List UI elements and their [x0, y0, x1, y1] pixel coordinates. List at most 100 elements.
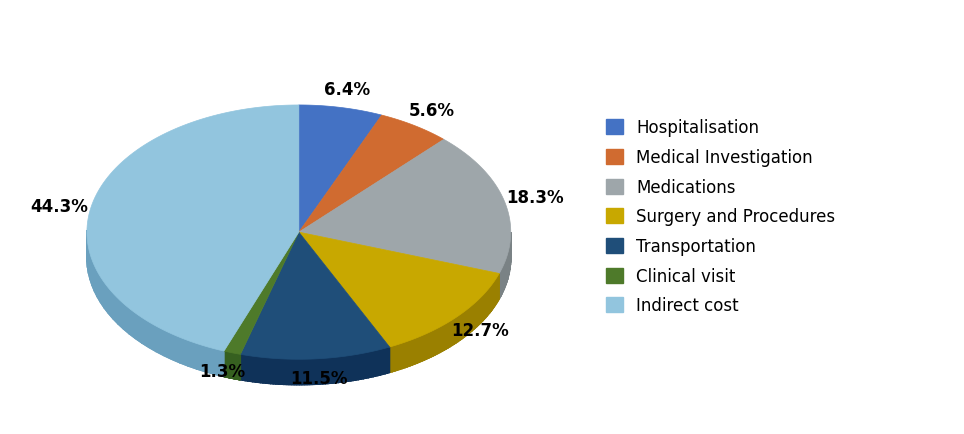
Polygon shape — [129, 309, 136, 339]
Polygon shape — [380, 349, 383, 375]
Polygon shape — [480, 297, 481, 324]
Polygon shape — [289, 359, 291, 385]
Polygon shape — [312, 359, 315, 385]
Polygon shape — [291, 359, 294, 385]
Polygon shape — [394, 345, 397, 371]
Polygon shape — [400, 343, 402, 369]
Polygon shape — [370, 352, 373, 377]
Polygon shape — [392, 346, 394, 372]
Polygon shape — [88, 243, 89, 274]
Polygon shape — [484, 293, 486, 319]
Polygon shape — [100, 277, 104, 309]
Polygon shape — [467, 309, 469, 335]
Polygon shape — [446, 323, 448, 349]
Polygon shape — [299, 106, 382, 233]
Polygon shape — [419, 336, 421, 362]
Polygon shape — [149, 322, 156, 352]
Polygon shape — [481, 296, 483, 322]
Polygon shape — [499, 272, 500, 299]
Polygon shape — [283, 359, 286, 385]
Polygon shape — [156, 326, 164, 356]
Polygon shape — [405, 342, 407, 368]
Polygon shape — [475, 302, 477, 328]
Polygon shape — [246, 355, 248, 381]
Polygon shape — [373, 351, 375, 377]
Polygon shape — [328, 358, 331, 384]
Polygon shape — [388, 347, 389, 373]
Polygon shape — [281, 359, 283, 385]
Polygon shape — [435, 329, 438, 355]
Polygon shape — [460, 314, 462, 341]
Polygon shape — [464, 311, 465, 338]
Polygon shape — [205, 346, 215, 375]
Polygon shape — [497, 276, 498, 302]
Polygon shape — [383, 349, 385, 375]
Polygon shape — [450, 320, 452, 347]
Polygon shape — [263, 358, 266, 383]
Polygon shape — [274, 358, 276, 384]
Polygon shape — [500, 269, 502, 297]
Polygon shape — [325, 358, 328, 384]
Polygon shape — [266, 358, 268, 384]
Polygon shape — [417, 337, 419, 363]
Text: 6.4%: 6.4% — [325, 81, 370, 99]
Polygon shape — [368, 352, 370, 378]
Polygon shape — [271, 358, 274, 384]
Polygon shape — [164, 330, 172, 359]
Polygon shape — [475, 302, 477, 328]
Polygon shape — [375, 350, 378, 376]
Polygon shape — [458, 315, 460, 342]
Polygon shape — [323, 358, 325, 384]
Polygon shape — [294, 359, 297, 385]
Polygon shape — [421, 335, 424, 362]
Polygon shape — [477, 300, 478, 327]
Polygon shape — [179, 338, 188, 366]
Polygon shape — [302, 359, 305, 385]
Polygon shape — [478, 299, 480, 326]
Polygon shape — [156, 326, 164, 356]
Polygon shape — [325, 358, 328, 384]
Polygon shape — [119, 299, 123, 329]
Polygon shape — [100, 277, 104, 309]
Polygon shape — [253, 356, 255, 382]
Polygon shape — [215, 349, 224, 377]
Polygon shape — [97, 272, 100, 303]
Text: 44.3%: 44.3% — [30, 197, 88, 215]
Polygon shape — [335, 357, 338, 383]
Polygon shape — [450, 320, 452, 347]
Polygon shape — [452, 319, 454, 345]
Polygon shape — [323, 358, 325, 384]
Polygon shape — [240, 355, 243, 380]
Polygon shape — [400, 343, 402, 369]
Polygon shape — [109, 289, 113, 319]
Polygon shape — [473, 303, 475, 330]
Polygon shape — [495, 279, 496, 306]
Polygon shape — [248, 356, 251, 381]
Polygon shape — [378, 350, 380, 376]
Polygon shape — [297, 359, 299, 385]
Polygon shape — [478, 299, 480, 326]
Polygon shape — [281, 359, 283, 385]
Polygon shape — [431, 331, 433, 357]
Polygon shape — [333, 358, 335, 383]
Polygon shape — [415, 338, 417, 364]
Polygon shape — [305, 359, 308, 385]
Polygon shape — [351, 355, 353, 381]
Polygon shape — [356, 355, 358, 380]
Polygon shape — [389, 346, 392, 373]
Polygon shape — [343, 356, 345, 382]
Polygon shape — [113, 294, 119, 324]
Polygon shape — [465, 310, 467, 337]
Polygon shape — [477, 300, 478, 327]
Polygon shape — [188, 341, 197, 369]
Polygon shape — [363, 353, 365, 379]
Polygon shape — [246, 355, 248, 381]
Polygon shape — [469, 307, 470, 334]
Polygon shape — [179, 338, 188, 366]
Polygon shape — [188, 341, 197, 369]
Polygon shape — [123, 304, 129, 334]
Polygon shape — [205, 346, 215, 375]
Polygon shape — [456, 316, 458, 343]
Polygon shape — [492, 283, 493, 310]
Polygon shape — [299, 140, 511, 274]
